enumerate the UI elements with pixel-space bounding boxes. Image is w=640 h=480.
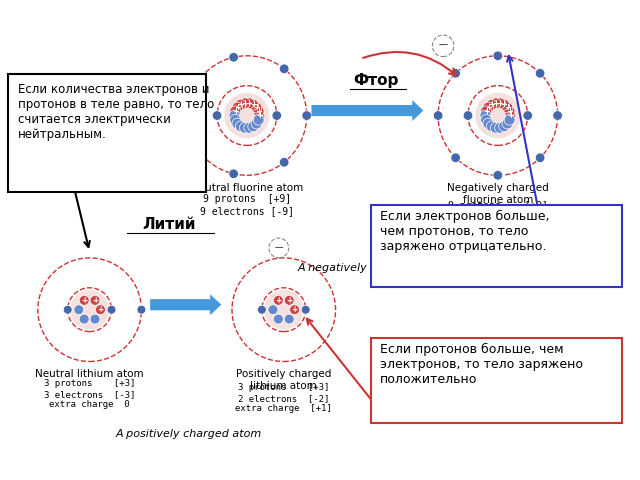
Text: +: + — [507, 111, 514, 120]
Circle shape — [502, 118, 513, 129]
Text: +: + — [484, 103, 492, 112]
Circle shape — [239, 98, 250, 108]
Circle shape — [451, 69, 460, 78]
Circle shape — [269, 238, 289, 258]
Text: +: + — [492, 99, 499, 108]
Circle shape — [499, 121, 509, 132]
Circle shape — [483, 102, 493, 113]
Circle shape — [74, 305, 84, 314]
Circle shape — [483, 118, 493, 129]
Circle shape — [188, 137, 198, 146]
Circle shape — [248, 121, 259, 132]
FancyBboxPatch shape — [371, 337, 622, 423]
Text: +: + — [81, 296, 87, 305]
Circle shape — [280, 157, 289, 167]
Circle shape — [301, 305, 310, 314]
Circle shape — [504, 106, 515, 117]
Text: +: + — [253, 103, 260, 112]
Circle shape — [490, 122, 501, 133]
Circle shape — [70, 290, 109, 329]
Circle shape — [268, 305, 278, 314]
Text: Если протонов больше, чем
электронов, то тело заряжено
положительно: Если протонов больше, чем электронов, то… — [380, 343, 584, 385]
Circle shape — [244, 122, 255, 133]
Circle shape — [230, 114, 241, 125]
Circle shape — [499, 99, 509, 110]
Text: +: + — [497, 99, 504, 108]
Circle shape — [254, 110, 265, 121]
Circle shape — [523, 111, 532, 120]
Circle shape — [95, 305, 106, 314]
Text: +: + — [232, 107, 239, 116]
Text: Neutral fluorine atom: Neutral fluorine atom — [191, 183, 303, 193]
Text: +: + — [234, 103, 241, 112]
Circle shape — [230, 106, 241, 117]
Text: +: + — [291, 305, 298, 314]
Circle shape — [505, 110, 516, 121]
Text: +: + — [241, 99, 248, 108]
Circle shape — [253, 114, 264, 125]
Circle shape — [239, 122, 250, 133]
Text: 3 protons    [+3]
2 electrons  [-2]
extra charge  [+1]: 3 protons [+3] 2 electrons [-2] extra ch… — [236, 384, 332, 413]
Text: Negatively charged
fluorine atom: Negatively charged fluorine atom — [447, 183, 548, 205]
Circle shape — [493, 51, 502, 60]
Circle shape — [493, 170, 502, 180]
Text: +: + — [504, 103, 511, 112]
Text: Фтор: Фтор — [354, 72, 399, 88]
Text: +: + — [506, 107, 513, 116]
Circle shape — [502, 102, 513, 113]
Text: Если электронов больше,
чем протонов, то тело
заряжено отрицательно.: Если электронов больше, чем протонов, то… — [380, 210, 550, 253]
Circle shape — [280, 64, 289, 73]
Text: +: + — [97, 305, 104, 314]
Text: +: + — [92, 296, 98, 305]
Text: +: + — [255, 107, 262, 116]
Text: +: + — [275, 296, 282, 305]
FancyBboxPatch shape — [371, 205, 622, 287]
Circle shape — [229, 169, 239, 179]
Circle shape — [90, 314, 100, 324]
Circle shape — [475, 93, 520, 138]
Circle shape — [229, 110, 240, 121]
Circle shape — [253, 106, 264, 117]
Circle shape — [490, 98, 501, 108]
Text: A positively charged atom: A positively charged atom — [116, 429, 262, 439]
Circle shape — [212, 111, 222, 120]
Circle shape — [535, 69, 545, 78]
Circle shape — [433, 111, 443, 120]
Circle shape — [272, 111, 282, 120]
Text: Литий: Литий — [143, 217, 196, 232]
Circle shape — [236, 99, 246, 110]
Circle shape — [137, 305, 146, 314]
Text: 3 protons    [+3]
3 electrons  [-3]
extra charge  0: 3 protons [+3] 3 electrons [-3] extra ch… — [44, 379, 135, 409]
Circle shape — [290, 305, 300, 314]
Circle shape — [273, 295, 284, 305]
Circle shape — [229, 52, 239, 62]
Circle shape — [284, 295, 294, 305]
Circle shape — [495, 98, 506, 108]
Text: −: − — [274, 241, 284, 254]
Circle shape — [273, 314, 284, 324]
Text: Neutral lithium atom: Neutral lithium atom — [35, 370, 144, 380]
Circle shape — [535, 153, 545, 163]
Circle shape — [486, 99, 497, 110]
Circle shape — [451, 153, 460, 163]
Circle shape — [236, 121, 246, 132]
Circle shape — [244, 98, 255, 108]
Circle shape — [232, 102, 243, 113]
Circle shape — [284, 314, 294, 324]
Circle shape — [257, 305, 266, 314]
Text: +: + — [500, 100, 508, 109]
Circle shape — [481, 106, 492, 117]
Circle shape — [107, 305, 116, 314]
Text: +: + — [483, 107, 490, 116]
Text: A negatively charged atom: A negatively charged atom — [298, 263, 449, 273]
Text: 9 protons    [+9]
9 electrons  [-9]
extra charge  [-1]: 9 protons [+9] 9 electrons [-9] extra ch… — [445, 201, 551, 234]
Circle shape — [188, 85, 198, 95]
Text: +: + — [250, 100, 257, 109]
Text: −: − — [438, 39, 449, 52]
Circle shape — [481, 114, 492, 125]
Circle shape — [90, 295, 100, 305]
Circle shape — [264, 290, 303, 329]
Circle shape — [79, 314, 89, 324]
Text: Positively charged
lithium atom: Positively charged lithium atom — [236, 370, 332, 391]
FancyBboxPatch shape — [8, 74, 206, 192]
